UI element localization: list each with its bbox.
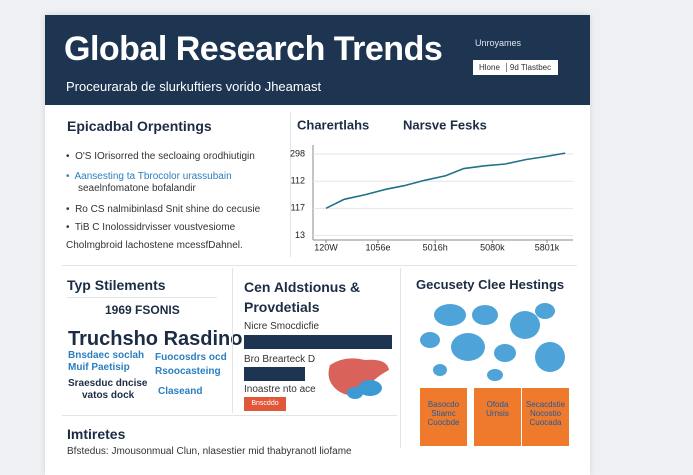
note: Claseand (158, 386, 203, 397)
headline: Truchsho Rasdino (68, 328, 243, 350)
bullet-text: seaelnfomatone bofalandir (78, 183, 196, 194)
note: Muif Paetisip (68, 362, 130, 373)
x-tick-label: 1056e (365, 242, 390, 252)
chart-subtitle: Narsve Fesks (403, 117, 487, 132)
bullet-text: O'S IOrisorred the secloaing orodhiutigi… (75, 151, 255, 162)
blob (347, 387, 363, 399)
item-label: Nicre Smocdicfie (244, 321, 320, 332)
bubbles (420, 303, 565, 381)
divider (62, 265, 577, 266)
bar (244, 335, 392, 349)
chart: Charertlahs Narsve Fesks 13 117 112 298 120W… (290, 117, 573, 252)
y-tick-label: 112 (291, 176, 305, 186)
divider (232, 268, 233, 413)
illustration (328, 358, 389, 399)
bullet-text: Aansesting ta Tbrocolor urassubain (74, 171, 232, 182)
footer-text: Bfstedus: Jmousonmual Clun, nlasestier m… (67, 446, 352, 457)
bullet: • Aansesting ta Tbrocolor urassubain (66, 171, 232, 182)
title: Global Research Trends (64, 30, 443, 68)
note: Bnsdaec soclah (68, 350, 145, 361)
item-label: Inoastre nto ace (244, 384, 316, 395)
section-title: Epicadbal Orpentings (67, 118, 212, 134)
divider (400, 268, 401, 448)
note: Fuocosdrs ocd (155, 352, 227, 363)
bullet: • Ro CS nalmibinlasd Snit shine do cecus… (66, 204, 261, 215)
note: Sraesduc dncise (68, 378, 148, 389)
x-tick-label: 5016h (423, 242, 448, 252)
button[interactable]: 9d Tlastbec (505, 63, 552, 72)
button-group[interactable]: Hlone 9d Tlastbec (473, 60, 558, 75)
bullet: • O'S IOrisorred the secloaing orodhiuti… (66, 151, 255, 162)
blob (328, 358, 389, 395)
note: Rsoocasteing (155, 366, 221, 377)
divider (67, 297, 217, 298)
divider (290, 112, 291, 257)
y-tick-label: 298 (290, 148, 305, 158)
section-title: Typ Stilements (67, 277, 166, 293)
card: Secacdstie Nocostio Cuocada (522, 388, 569, 446)
card: Basocdo Stiamc Cuocbde (420, 388, 467, 446)
bar (244, 367, 305, 381)
line (325, 152, 566, 210)
x-tick-label: 5801k (535, 242, 560, 252)
bullet: • TiB C Inolossidrvisser voustvesiome (66, 222, 236, 233)
bullet-text: TiB C Inolossidrvisser voustvesiome (74, 222, 236, 233)
note: vatos dock (82, 390, 135, 401)
y-tick-label: 117 (291, 203, 305, 213)
y-tick-label: 13 (295, 230, 305, 240)
x-tick-label: 5080k (480, 242, 505, 252)
subtitle: Proceurarab de slurkuftiers vorido Jheam… (66, 79, 322, 94)
divider (62, 415, 397, 416)
button[interactable]: Bnscddo (244, 397, 286, 411)
bullet-text: Ro CS nalmibinlasd Snit shine do cecusie (75, 204, 261, 215)
chart-title: Charertlahs (297, 117, 369, 132)
x-tick-label: 120W (314, 242, 338, 252)
section-title: Gecusety Clee Hestings (416, 277, 565, 292)
button[interactable]: Hlone (479, 63, 500, 72)
section-title: Cen Aldstionus & Provdetials (244, 279, 361, 315)
kicker: 1969 FSONIS (105, 303, 180, 317)
item-label: Bro Brearteck D (244, 354, 316, 365)
section-title: Imtiretes (67, 426, 126, 442)
page: Global Research Trends Proceurarab de sl… (45, 15, 590, 475)
blob (358, 380, 382, 396)
card: Ofoda Urnsis (474, 388, 521, 446)
user: Unroyames (475, 38, 522, 48)
bullet-text: Cholmgbroid lachostene mcessfDahnel. (66, 240, 243, 251)
